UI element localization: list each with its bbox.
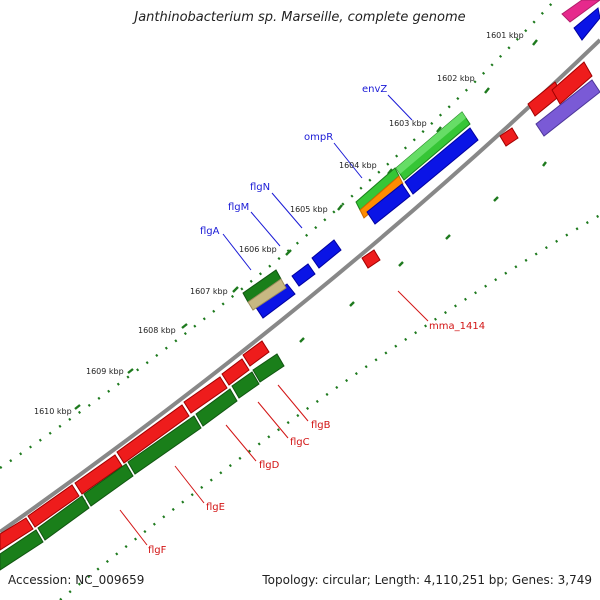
- gene-label-flge[interactable]: flgE: [206, 502, 225, 513]
- red-feature-group-lower: [0, 340, 270, 551]
- inner-tick: [299, 337, 305, 343]
- leader-ompr: [333, 142, 363, 179]
- outer-tick-ring: [0, 0, 556, 469]
- leader-flgb: [277, 384, 309, 422]
- inner-tick: [445, 234, 451, 240]
- major-tick: [337, 204, 343, 211]
- major-tick: [484, 87, 490, 94]
- accession-label: Accession: NC_009659: [8, 573, 145, 587]
- leader-flge: [174, 465, 205, 504]
- map-title: Janthinobacterium sp. Marseille, complet…: [134, 10, 466, 25]
- inner-tick: [349, 301, 355, 307]
- tick-label-1605: 1605 kbp: [290, 205, 328, 214]
- leader-flga: [222, 233, 252, 271]
- inner-tick: [542, 161, 547, 167]
- red-feature-group-upper: [361, 61, 600, 269]
- blue-feature-group: [254, 7, 600, 319]
- leader-flgc: [257, 401, 289, 439]
- leader-envz: [387, 94, 413, 121]
- tick-label-1602: 1602 kbp: [437, 74, 475, 83]
- tick-label-1603: 1603 kbp: [389, 119, 427, 128]
- major-tick-group: [74, 39, 538, 410]
- tick-label-1601: 1601 kbp: [486, 31, 524, 40]
- major-tick: [232, 286, 239, 293]
- cds-flga: [242, 269, 287, 311]
- gene-label-flgc[interactable]: flgC: [290, 437, 310, 448]
- tick-label-1606: 1606 kbp: [239, 245, 277, 254]
- gene-label-flgn[interactable]: flgN: [250, 182, 270, 193]
- major-tick: [74, 404, 81, 410]
- leader-flgf: [119, 509, 148, 546]
- green-feature-group-lower: [0, 353, 285, 571]
- tick-label-1610: 1610 kbp: [34, 407, 72, 416]
- leader-flgm: [250, 211, 281, 247]
- inner-tick: [398, 261, 404, 267]
- cds-top-right: [561, 0, 600, 23]
- gene-label-envz[interactable]: envZ: [362, 84, 387, 95]
- gene-label-flgb[interactable]: flgB: [311, 420, 331, 431]
- leader-line-group: [119, 94, 429, 546]
- tick-label-1608: 1608 kbp: [138, 326, 176, 335]
- gene-label-flgf[interactable]: flgF: [148, 545, 167, 556]
- gene-label-mma1414[interactable]: mma_1414: [429, 321, 485, 332]
- genome-backbone: [0, 38, 600, 534]
- gene-label-flgd[interactable]: flgD: [259, 460, 280, 471]
- cds-ompr: [355, 167, 404, 219]
- cds-envz: [395, 111, 471, 181]
- tick-label-1609: 1609 kbp: [86, 367, 124, 376]
- major-tick: [285, 249, 292, 256]
- gene-label-flgm[interactable]: flgM: [228, 202, 249, 213]
- inner-tick-ring: [59, 213, 600, 600]
- gene-label-flga[interactable]: flgA: [200, 226, 220, 237]
- inner-tick: [493, 196, 499, 202]
- gene-label-ompr[interactable]: ompR: [304, 132, 333, 143]
- tick-label-1607: 1607 kbp: [190, 287, 228, 296]
- major-tick: [436, 126, 442, 133]
- major-tick: [532, 39, 538, 46]
- leader-flgn: [271, 192, 303, 229]
- leader-flgd: [225, 424, 257, 462]
- genome-summary: Topology: circular; Length: 4,110,251 bp…: [262, 573, 592, 587]
- leader-mma1414: [397, 290, 429, 322]
- major-tick: [127, 368, 134, 374]
- major-tick: [181, 323, 188, 329]
- tick-label-1604: 1604 kbp: [339, 161, 377, 170]
